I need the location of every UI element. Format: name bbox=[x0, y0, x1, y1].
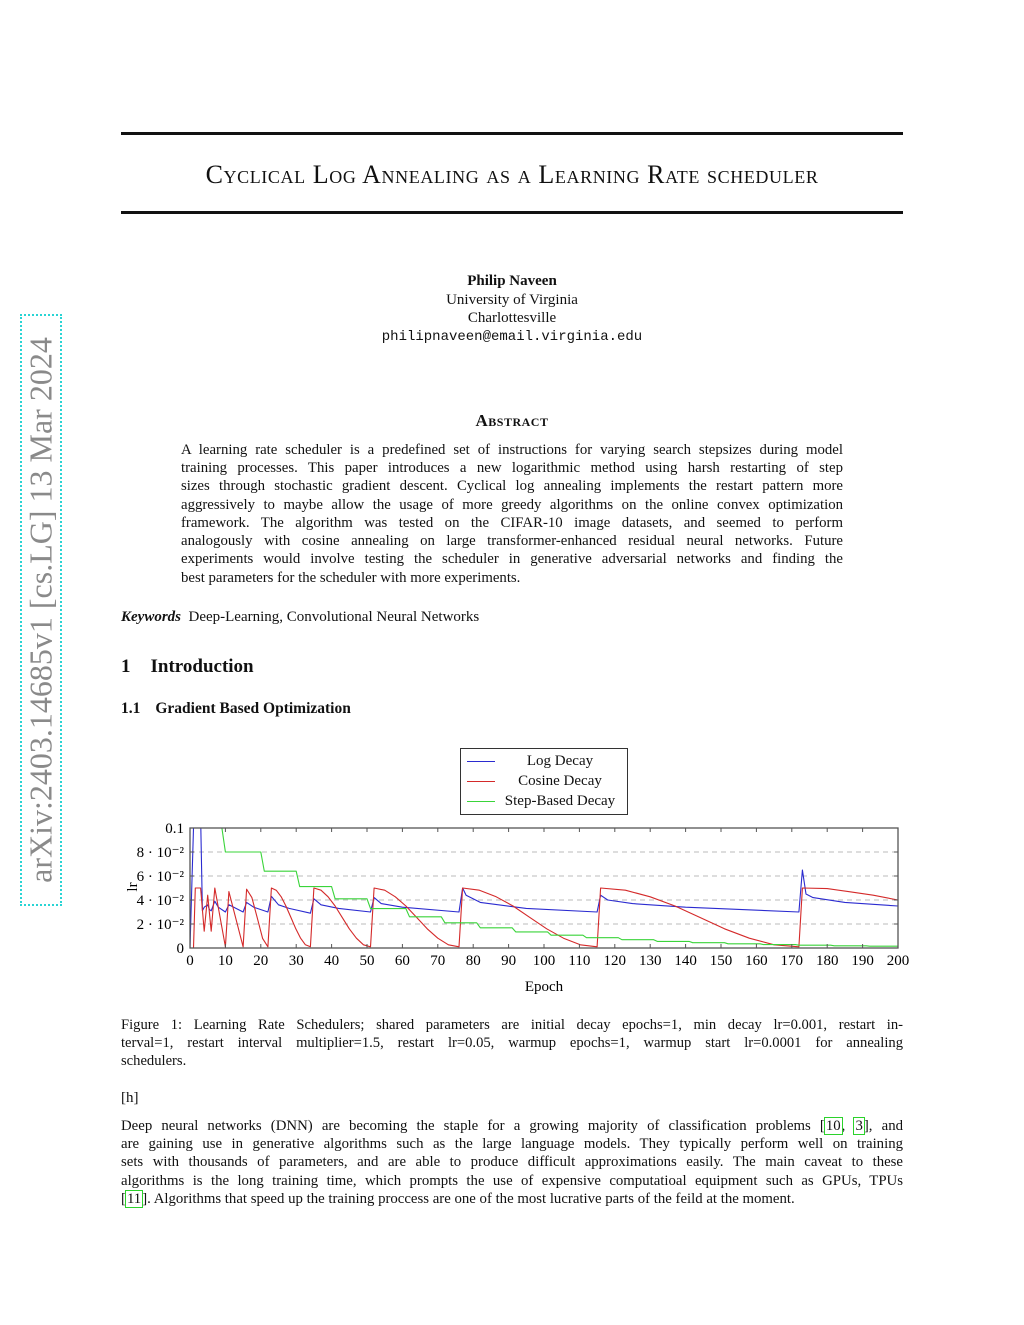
grid-lines bbox=[190, 851, 898, 925]
section-title: Introduction bbox=[150, 656, 254, 677]
section-number: 1 bbox=[121, 656, 131, 677]
body-line: Deep neural networks (DNN) are becoming … bbox=[121, 1117, 903, 1135]
x-tick-label: 100 bbox=[533, 953, 556, 969]
lr-chart: 0 2 · 10⁻² 4 · 10⁻² 6 · 10⁻² 8 · 10⁻² 0.1 0 10 2… bbox=[125, 821, 910, 995]
y-tick-label: 0.1 bbox=[165, 821, 184, 837]
legend-item-cosine-decay: Cosine Decay bbox=[461, 771, 627, 791]
abstract-line: A learning rate scheduler is a predefine… bbox=[181, 442, 843, 458]
abstract-line: sizes through stochastic gradient descen… bbox=[181, 478, 843, 494]
author-affiliation: University of Virginia bbox=[446, 292, 578, 308]
figure-caption-line: Figure 1: Learning Rate Schedulers; shar… bbox=[121, 1017, 903, 1033]
x-tick-label: 160 bbox=[745, 953, 768, 969]
x-tick-label: 10 bbox=[218, 953, 233, 969]
author-name: Philip Naveen bbox=[467, 273, 557, 289]
arxiv-stamp-box bbox=[20, 314, 62, 906]
chart-legend: Log Decay Cosine Decay Step-Based Decay bbox=[460, 748, 628, 815]
body-text: [ bbox=[121, 1191, 126, 1207]
body-line: are gaining use in generative algorithms… bbox=[121, 1136, 903, 1152]
y-tick-label: 0 bbox=[177, 941, 185, 957]
legend-item-step-decay: Step-Based Decay bbox=[461, 791, 627, 811]
abstract-line: framework. The algorithm was tested on t… bbox=[181, 515, 843, 531]
abstract-heading: Abstract bbox=[475, 411, 549, 430]
abstract-line: training processes. This paper introduce… bbox=[181, 460, 843, 476]
x-tick-label: 60 bbox=[395, 953, 410, 969]
subsection-title: Gradient Based Optimization bbox=[155, 700, 351, 717]
legend-label: Log Decay bbox=[526, 753, 594, 769]
x-tick-label: 140 bbox=[674, 953, 697, 969]
figure-caption-line: terval=1, restart interval multiplier=1.… bbox=[121, 1035, 903, 1051]
author-location: Charlottesville bbox=[467, 310, 557, 326]
citation-link[interactable]: 11 bbox=[124, 1190, 144, 1208]
x-tick-label: 190 bbox=[851, 953, 874, 969]
series-line-step-based-decay bbox=[190, 828, 898, 947]
title-rule-top bbox=[121, 132, 903, 135]
abstract-line: best parameters for the scheduler with m… bbox=[181, 570, 521, 586]
x-tick-label: 150 bbox=[710, 953, 733, 969]
x-tick-label: 0 bbox=[186, 953, 194, 969]
series-lines bbox=[190, 828, 898, 948]
body-text: ], and bbox=[863, 1118, 903, 1134]
body-line: algorithms is the long training time, wh… bbox=[121, 1173, 903, 1189]
x-tick-label: 20 bbox=[253, 953, 268, 969]
x-tick-label: 30 bbox=[289, 953, 304, 969]
x-tick-label: 200 bbox=[887, 953, 910, 969]
figure-caption-line: schedulers. bbox=[121, 1053, 187, 1069]
legend-label: Step-Based Decay bbox=[504, 793, 616, 809]
abstract-line: analogously with cosine annealing on lar… bbox=[181, 533, 843, 549]
y-axis-label: lr bbox=[125, 882, 141, 891]
axis-ticks: 0 2 · 10⁻² 4 · 10⁻² 6 · 10⁻² 8 · 10⁻² 0.1 0 10 2… bbox=[137, 821, 910, 969]
body-text: , bbox=[841, 1118, 855, 1134]
x-tick-label: 80 bbox=[466, 953, 481, 969]
x-tick-label: 40 bbox=[324, 953, 339, 969]
series-line-cosine-decay bbox=[190, 887, 898, 948]
body-line: [11]. Algorithms that speed up the train… bbox=[121, 1190, 903, 1208]
float-marker: [h] bbox=[121, 1090, 139, 1106]
legend-swatch bbox=[467, 761, 495, 762]
legend-swatch bbox=[467, 781, 495, 782]
subsection-heading: 1.1 Gradient Based Optimization bbox=[121, 700, 351, 718]
y-tick-label: 4 · 10⁻² bbox=[137, 893, 185, 909]
keywords-label: Keywords bbox=[121, 609, 181, 625]
legend-item-log-decay: Log Decay bbox=[461, 751, 627, 771]
series-line-log-decay bbox=[190, 828, 898, 948]
legend-swatch bbox=[467, 801, 495, 802]
x-tick-label: 130 bbox=[639, 953, 662, 969]
abstract-line: aggressively to maybe allow the usage of… bbox=[181, 497, 843, 513]
x-axis-label: Epoch bbox=[525, 979, 564, 995]
y-tick-label: 6 · 10⁻² bbox=[137, 869, 185, 885]
x-tick-label: 110 bbox=[568, 953, 590, 969]
author-email[interactable]: philipnaveen@email.virginia.edu bbox=[381, 329, 643, 345]
x-tick-label: 50 bbox=[360, 953, 375, 969]
title-rule-bottom bbox=[121, 211, 903, 214]
abstract-line: experiments would involve testing the sc… bbox=[181, 551, 843, 567]
body-text: ]. Algorithms that speed up the training… bbox=[142, 1191, 795, 1207]
citation-link[interactable]: 10 bbox=[823, 1117, 843, 1135]
x-tick-label: 170 bbox=[781, 953, 804, 969]
legend-label: Cosine Decay bbox=[518, 773, 602, 789]
x-tick-label: 70 bbox=[430, 953, 445, 969]
y-tick-label: 8 · 10⁻² bbox=[137, 845, 185, 861]
keywords: Keywords Deep-Learning, Convolutional Ne… bbox=[121, 609, 479, 626]
keywords-text: Deep-Learning, Convolutional Neural Netw… bbox=[188, 609, 480, 625]
x-tick-label: 90 bbox=[501, 953, 516, 969]
y-tick-label: 2 · 10⁻² bbox=[137, 917, 185, 933]
x-tick-label: 120 bbox=[604, 953, 627, 969]
section-heading: 1 Introduction bbox=[121, 656, 254, 678]
body-line: sets with thousands of parameters, and a… bbox=[121, 1154, 903, 1170]
citation-link[interactable]: 3 bbox=[853, 1117, 865, 1135]
x-tick-label: 180 bbox=[816, 953, 839, 969]
subsection-number: 1.1 bbox=[121, 700, 141, 717]
body-text: Deep neural networks (DNN) are becoming … bbox=[121, 1118, 825, 1134]
paper-title: Cyclical Log Annealing as a Learning Rat… bbox=[205, 160, 819, 189]
